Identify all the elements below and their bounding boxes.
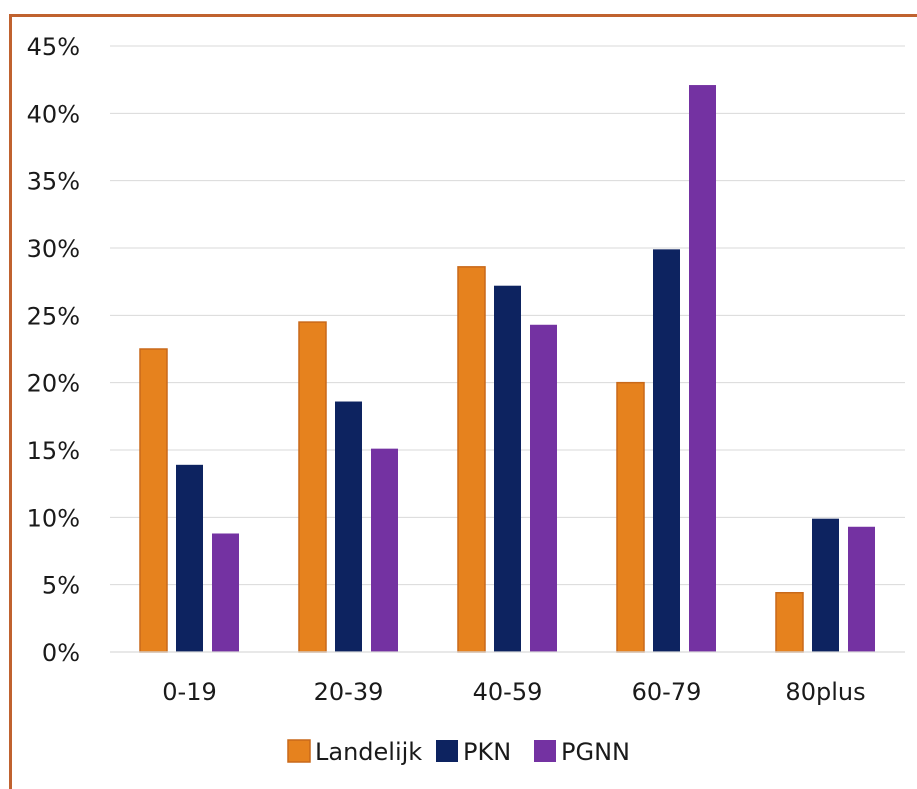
x-tick-label: 0-19 (162, 678, 216, 706)
y-tick-label: 20% (27, 370, 80, 398)
y-tick-label: 10% (27, 504, 80, 532)
bar-pkn-0-19 (176, 464, 203, 652)
bars (139, 85, 875, 653)
y-tick-label: 5% (42, 572, 80, 600)
x-axis: 0-19 20-39 40-59 60-79 80plus (110, 651, 905, 706)
bar-landelijk-0-19 (139, 348, 168, 653)
chart-frame (9, 14, 917, 789)
bar-pkn-40-59 (494, 285, 521, 652)
bar-landelijk-60-79 (616, 381, 645, 653)
legend-label-pkn: PKN (463, 738, 511, 766)
y-tick-label: 25% (27, 302, 80, 330)
y-tick-label: 15% (27, 437, 80, 465)
y-tick-label: 45% (27, 33, 80, 61)
legend: Landelijk PKN PGNN (287, 738, 630, 766)
bar-landelijk-80plus (775, 591, 804, 653)
x-tick-label: 40-59 (473, 678, 543, 706)
bar-pgnn-0-19 (212, 533, 239, 652)
legend-swatch-pkn (436, 740, 458, 762)
legend-label-pgnn: PGNN (561, 738, 630, 766)
bar-pgnn-60-79 (689, 85, 716, 652)
x-tick-label: 20-39 (314, 678, 384, 706)
bar-landelijk-20-39 (298, 321, 327, 653)
y-tick-label: 30% (27, 235, 80, 263)
legend-swatch-landelijk (287, 739, 311, 763)
bar-pkn-20-39 (335, 401, 362, 652)
y-tick-label: 0% (42, 639, 80, 667)
bar-pgnn-80plus (848, 526, 875, 652)
bar-landelijk-40-59 (457, 266, 486, 653)
x-tick-label: 80plus (785, 678, 865, 706)
bar-pgnn-40-59 (530, 324, 557, 652)
bar-pkn-80plus (812, 518, 839, 652)
x-tick-label: 60-79 (632, 678, 702, 706)
bar-pgnn-20-39 (371, 448, 398, 652)
y-tick-label: 40% (27, 100, 80, 128)
y-axis: 0% 5% 10% 15% 20% 25% 30% 35% 40% 45% (27, 33, 80, 667)
bar-pkn-60-79 (653, 249, 680, 652)
legend-swatch-pgnn (534, 740, 556, 762)
y-tick-label: 35% (27, 168, 80, 196)
legend-label-landelijk: Landelijk (315, 738, 422, 766)
